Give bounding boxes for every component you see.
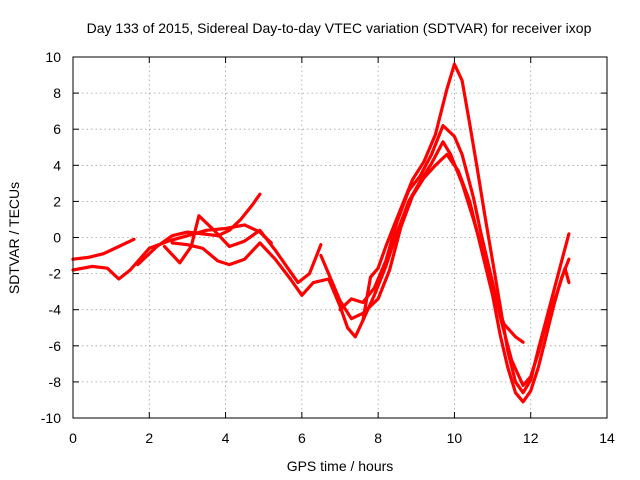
plot-frame	[72, 56, 608, 419]
y-tick-label: 4	[53, 157, 61, 173]
y-tick-label: -4	[49, 302, 62, 318]
y-tick-labels: -10 -8 -6 -4 -2 0 2 4 6 8 10	[41, 49, 61, 426]
x-tick-labels: 0 2 4 6 8 10 12 14	[69, 430, 615, 446]
y-tick-label: 6	[53, 121, 61, 137]
grid-lines	[73, 57, 607, 418]
y-tick-label: 2	[53, 193, 61, 209]
y-tick-label: -2	[49, 266, 62, 282]
x-tick-label: 8	[374, 430, 382, 446]
series-line-8	[361, 62, 571, 395]
x-tick-label: 2	[145, 430, 153, 446]
chart-title: Day 133 of 2015, Sidereal Day-to-day VTE…	[87, 20, 592, 36]
y-tick-label: 0	[53, 230, 61, 246]
y-tick-label: -6	[49, 338, 62, 354]
x-tick-label: 6	[298, 430, 306, 446]
series-line-1	[71, 237, 136, 261]
y-tick-label: 8	[53, 85, 61, 101]
x-tick-label: 10	[447, 430, 463, 446]
y-axis-label: SDTVAR / TECUs	[6, 182, 22, 294]
x-tick-label: 0	[69, 430, 77, 446]
data-series	[71, 62, 571, 404]
x-tick-label: 4	[222, 430, 230, 446]
x-axis-label: GPS time / hours	[287, 458, 394, 474]
series-line-3	[136, 192, 262, 267]
series-line-2	[71, 223, 273, 281]
y-tick-label: -10	[41, 410, 61, 426]
x-tick-label: 12	[523, 430, 539, 446]
x-tick-label: 14	[599, 430, 615, 446]
series-line-6	[319, 152, 571, 404]
y-tick-label: -8	[49, 374, 62, 390]
y-tick-label: 10	[45, 49, 61, 65]
